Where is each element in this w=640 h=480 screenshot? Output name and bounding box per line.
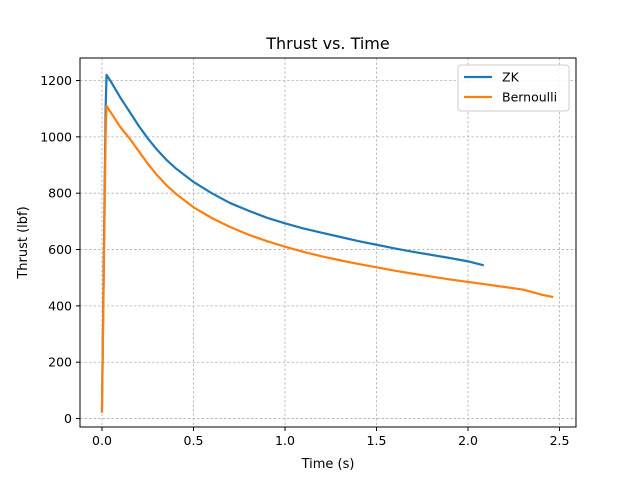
y-tick-label: 200 [48, 355, 72, 370]
y-tick-label: 400 [48, 298, 72, 313]
legend-label: Bernoulli [502, 90, 557, 105]
y-tick-label: 1200 [40, 73, 72, 88]
x-tick-label: 0.5 [184, 433, 204, 448]
legend-label: ZK [502, 70, 520, 85]
x-tick-label: 2.5 [550, 433, 570, 448]
chart-title: Thrust vs. Time [265, 34, 389, 53]
x-axis-label: Time (s) [301, 457, 355, 472]
y-tick-label: 1000 [40, 129, 72, 144]
y-tick-label: 0 [64, 411, 72, 426]
x-tick-label: 1.0 [275, 433, 295, 448]
legend: ZK Bernoulli [457, 64, 570, 112]
y-axis: 0 200 400 600 800 1000 1200 [40, 73, 80, 426]
grid-lines [80, 58, 576, 427]
x-tick-label: 1.5 [367, 433, 387, 448]
series-layer [100, 73, 554, 413]
x-tick-label: 0.0 [92, 433, 112, 448]
y-tick-label: 600 [48, 242, 72, 257]
x-axis: 0.0 0.5 1.0 1.5 2.0 2.5 [92, 427, 569, 448]
plot-area-frame [79, 57, 577, 428]
y-axis-label: Thrust (lbf) [16, 206, 31, 279]
y-tick-label: 800 [48, 186, 72, 201]
series-line-zk [100, 73, 484, 413]
series-line-bernoulli [100, 104, 554, 413]
x-tick-label: 2.0 [458, 433, 478, 448]
